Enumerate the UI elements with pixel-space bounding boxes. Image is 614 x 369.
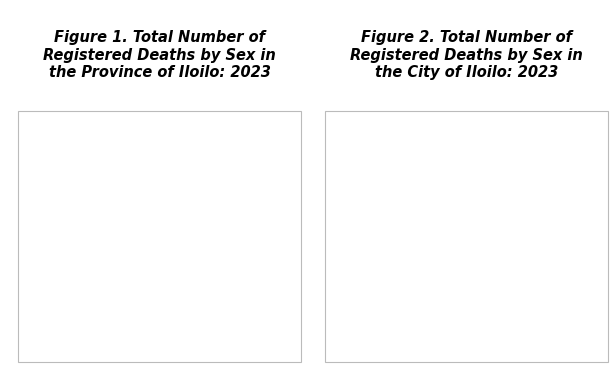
Text: 6,715: 6,715	[432, 216, 502, 237]
Text: Figure 2. Total Number of
Registered Deaths by Sex in
the City of Iloilo: 2023: Figure 2. Total Number of Registered Dea…	[350, 31, 583, 80]
Wedge shape	[385, 155, 467, 311]
Wedge shape	[129, 155, 241, 318]
Text: Figure 1. Total Number of
Registered Deaths by Sex in
the Province of Iloilo: 20: Figure 1. Total Number of Registered Dea…	[43, 31, 276, 80]
Text: deaths: deaths	[133, 241, 186, 256]
Text: Male
56.7%: Male 56.7%	[501, 234, 547, 263]
Wedge shape	[433, 155, 548, 318]
Text: Female
43.9%: Female 43.9%	[77, 210, 127, 239]
Text: Female
43.3%: Female 43.3%	[384, 209, 435, 238]
Text: 12,846: 12,846	[117, 216, 203, 237]
Text: deaths: deaths	[440, 241, 493, 256]
Text: Male
56.1%: Male 56.1%	[195, 233, 240, 262]
Wedge shape	[78, 155, 160, 312]
